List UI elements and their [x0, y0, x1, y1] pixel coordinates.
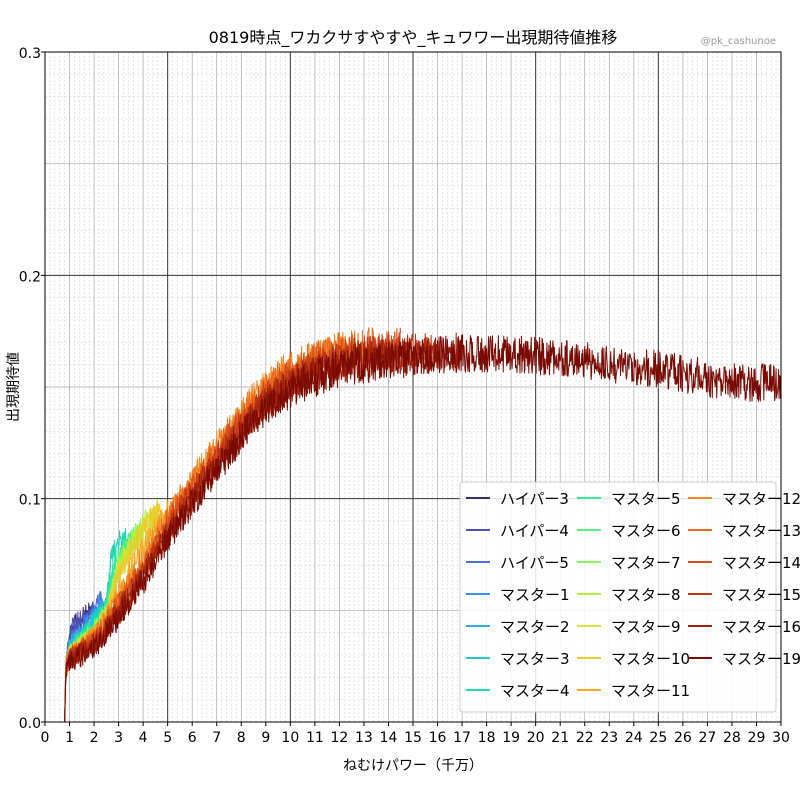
legend-label: マスター1 [500, 586, 570, 604]
legend-label: マスター9 [611, 618, 681, 636]
x-tick-label: 16 [429, 730, 447, 746]
legend-label: マスター3 [500, 650, 570, 668]
x-tick-label: 18 [478, 730, 496, 746]
legend: ハイパー3 ハイパー4 ハイパー5 マスター1 マスター2 マスター3 マスター4 マスター5… [459, 481, 800, 713]
series-line-20 [44, 334, 782, 723]
x-tick-label: 10 [281, 730, 299, 746]
legend-label: マスター5 [611, 490, 681, 508]
x-tick-label: 28 [723, 730, 741, 746]
x-tick-label: 20 [527, 730, 545, 746]
x-tick-label: 30 [772, 730, 790, 746]
x-tick-label: 27 [698, 730, 716, 746]
x-tick-label: 0 [41, 730, 50, 746]
x-tick-label: 3 [114, 730, 123, 746]
x-tick-label: 25 [649, 730, 667, 746]
legend-label: マスター6 [611, 522, 681, 540]
legend-label: ハイパー4 [500, 522, 569, 540]
legend-frame [459, 481, 777, 713]
x-tick-label: 14 [380, 730, 398, 746]
legend-label: マスター4 [500, 682, 570, 700]
x-tick-label: 21 [551, 730, 569, 746]
x-axis-label: ねむけパワー（千万） [343, 758, 483, 774]
x-tick-label: 7 [212, 730, 221, 746]
x-tick-label: 9 [261, 730, 270, 746]
legend-label: マスター10 [611, 650, 690, 668]
x-tick-label: 24 [625, 730, 643, 746]
legend-label: マスター7 [611, 554, 681, 572]
y-axis-label: 出現期待値 [6, 352, 22, 422]
watermark: @pk_cashunoe [701, 36, 776, 47]
legend-label: マスター2 [500, 618, 570, 636]
legend-label: マスター14 [722, 554, 800, 572]
legend-label: マスター16 [722, 618, 800, 636]
legend-label: マスター15 [722, 586, 800, 604]
legend-label: マスター11 [611, 682, 690, 700]
x-tick-label: 23 [600, 730, 618, 746]
legend-label: マスター13 [722, 522, 800, 540]
x-tick-label: 13 [355, 730, 373, 746]
legend-label: マスター19 [722, 650, 800, 668]
legend-label: マスター8 [611, 586, 681, 604]
x-tick-label: 12 [330, 730, 348, 746]
x-tick-label: 4 [139, 730, 148, 746]
x-tick-label: 17 [453, 730, 471, 746]
x-tick-label: 8 [237, 730, 246, 746]
y-tick-label: 0.1 [19, 493, 41, 509]
y-tick-label: 0.0 [19, 716, 41, 732]
y-tick-label: 0.2 [19, 269, 41, 285]
legend-label: ハイパー3 [500, 490, 569, 508]
x-tick-label: 5 [163, 730, 172, 746]
legend-label: ハイパー5 [500, 554, 569, 572]
x-tick-label: 19 [502, 730, 520, 746]
x-tick-label: 29 [748, 730, 766, 746]
x-tick-label: 6 [188, 730, 197, 746]
y-tick-label: 0.3 [19, 46, 41, 62]
x-tick-label: 15 [404, 730, 422, 746]
x-tick-label: 11 [306, 730, 324, 746]
x-tick-label: 26 [674, 730, 692, 746]
x-tick-label: 1 [65, 730, 74, 746]
x-tick-label: 22 [576, 730, 594, 746]
x-tick-label: 2 [90, 730, 99, 746]
legend-label: マスター12 [722, 490, 800, 508]
chart-title: 0819時点_ワカクサすやすや_キュワワー出現期待値推移 [209, 28, 618, 48]
